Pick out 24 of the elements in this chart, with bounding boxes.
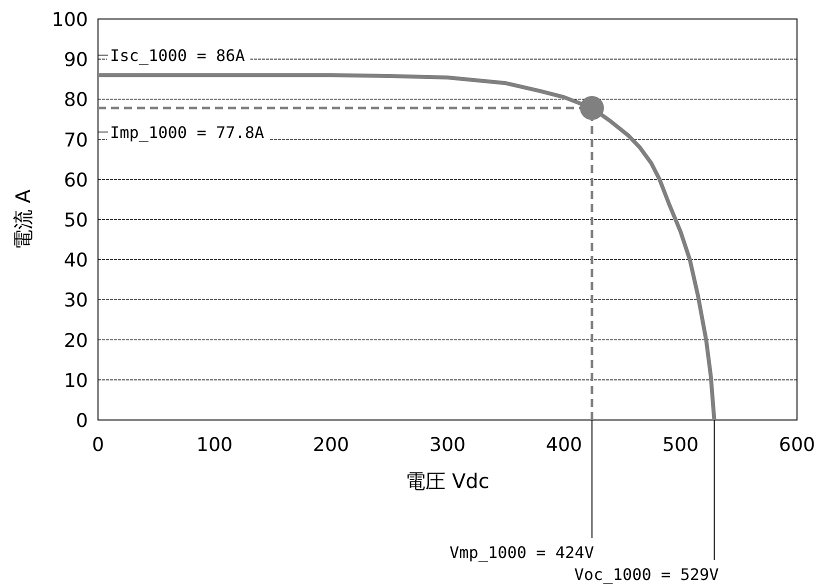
annotation: Imp_1000 = 77.8A <box>110 123 264 142</box>
y-tick-label: 70 <box>64 129 88 152</box>
x-axis-title: 電圧 Vdc <box>406 469 490 493</box>
x-tick-label: 100 <box>196 434 233 456</box>
annotation: Vmp_1000 = 424V <box>449 543 594 562</box>
y-tick-label: 100 <box>52 9 88 31</box>
x-tick-label: 400 <box>546 434 582 456</box>
annotation: Voc_1000 = 529V <box>574 565 720 584</box>
x-tick-label: 200 <box>312 434 350 456</box>
y-tick-label: 20 <box>64 330 88 352</box>
x-tick-label: 600 <box>778 434 816 456</box>
y-tick-label: 60 <box>64 169 88 192</box>
y-tick-label: 30 <box>64 290 88 312</box>
y-tick-label: 0 <box>76 410 88 432</box>
y-tick-label: 90 <box>64 49 88 72</box>
y-axis-title: 電流 A <box>11 189 35 250</box>
annotation: Isc_1000 = 86A <box>110 46 246 66</box>
x-tick-label: 500 <box>662 434 699 456</box>
y-tick-label: 50 <box>64 210 88 232</box>
x-tick-label: 0 <box>92 434 104 456</box>
y-tick-label: 10 <box>64 370 88 392</box>
x-tick-label: 300 <box>429 434 466 456</box>
y-tick-label: 80 <box>64 89 88 112</box>
y-tick-label: 40 <box>64 250 88 272</box>
